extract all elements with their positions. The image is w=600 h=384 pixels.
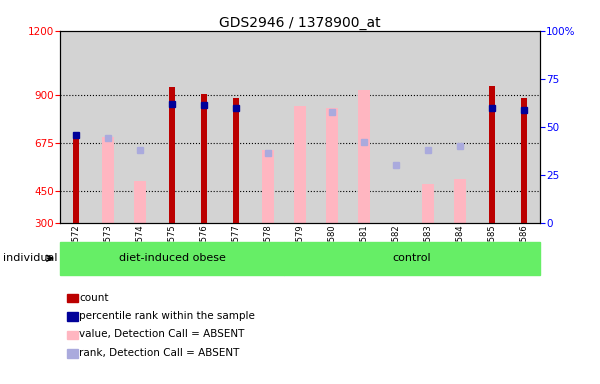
Text: value, Detection Call = ABSENT: value, Detection Call = ABSENT [79,329,245,339]
Bar [134,181,146,223]
Bar [103,137,113,223]
Bar [358,91,370,223]
Bar [295,106,305,223]
Text: GDS2946 / 1378900_at: GDS2946 / 1378900_at [219,16,381,30]
Bar [521,98,527,223]
Text: diet-induced obese: diet-induced obese [119,253,226,263]
Bar [326,108,338,223]
Bar [73,135,79,223]
Bar [201,94,207,223]
Bar [489,86,495,223]
Text: individual: individual [3,253,58,263]
Bar [454,179,466,223]
Text: control: control [392,253,431,263]
Text: count: count [79,293,109,303]
Text: percentile rank within the sample: percentile rank within the sample [79,311,255,321]
Bar [169,87,175,223]
Text: rank, Detection Call = ABSENT: rank, Detection Call = ABSENT [79,348,239,358]
Bar [233,98,239,223]
Bar [262,150,274,223]
Bar [422,184,434,223]
